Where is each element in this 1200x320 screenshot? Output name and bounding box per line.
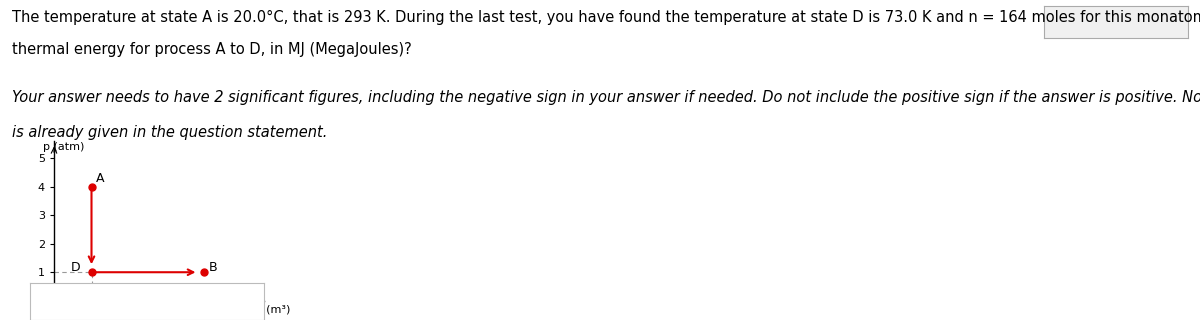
Text: thermal energy for process A to D, in MJ (MegaJoules)?: thermal energy for process A to D, in MJ… [12,42,412,57]
Text: D: D [71,261,80,274]
Text: is already given in the question statement.: is already given in the question stateme… [12,125,328,140]
Text: p (atm): p (atm) [43,141,84,151]
Text: B: B [209,261,217,274]
Text: A: A [96,172,104,185]
Text: Your answer needs to have 2 significant figures, including the negative sign in : Your answer needs to have 2 significant … [12,90,1200,105]
Text: The temperature at state A is 20.0°C, that is 293 K. During the last test, you h: The temperature at state A is 20.0°C, th… [12,10,1200,25]
Text: V (m³): V (m³) [254,305,290,315]
Text: O: O [36,304,46,314]
